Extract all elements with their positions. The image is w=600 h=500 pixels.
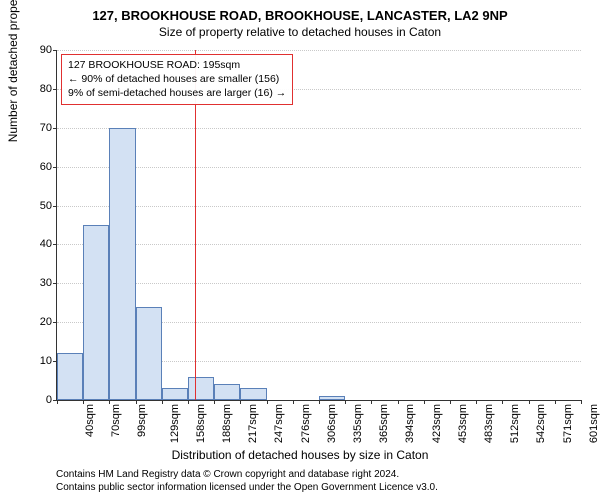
xtick-label: 512sqm — [509, 404, 521, 443]
xtick-mark — [267, 400, 268, 404]
ytick-mark — [53, 50, 57, 51]
footer-attribution: Contains HM Land Registry data © Crown c… — [56, 468, 438, 494]
ytick-mark — [53, 322, 57, 323]
gridline — [57, 167, 581, 168]
chart-subtitle: Size of property relative to detached ho… — [0, 23, 600, 39]
xtick-label: 483sqm — [483, 404, 495, 443]
histogram-bar — [136, 307, 162, 400]
ytick-mark — [53, 244, 57, 245]
xtick-mark — [162, 400, 163, 404]
histogram-bar — [214, 384, 240, 400]
xtick-label: 394sqm — [405, 404, 417, 443]
xtick-label: 158sqm — [195, 404, 207, 443]
histogram-bar — [240, 388, 266, 400]
annotation-line: 127 BROOKHOUSE ROAD: 195sqm — [68, 58, 286, 72]
plot-area: 127 BROOKHOUSE ROAD: 195sqm← 90% of deta… — [56, 50, 581, 401]
ytick-label: 60 — [22, 161, 52, 173]
xtick-mark — [319, 400, 320, 404]
x-axis-label: Distribution of detached houses by size … — [0, 448, 600, 462]
chart-title: 127, BROOKHOUSE ROAD, BROOKHOUSE, LANCAS… — [0, 0, 600, 23]
xtick-label: 335sqm — [352, 404, 364, 443]
xtick-label: 99sqm — [136, 404, 148, 437]
xtick-mark — [240, 400, 241, 404]
annotation-box: 127 BROOKHOUSE ROAD: 195sqm← 90% of deta… — [61, 54, 293, 105]
histogram-bar — [109, 128, 135, 400]
gridline — [57, 283, 581, 284]
ytick-mark — [53, 128, 57, 129]
xtick-label: 188sqm — [221, 404, 233, 443]
xtick-mark — [529, 400, 530, 404]
xtick-label: 453sqm — [457, 404, 469, 443]
xtick-mark — [555, 400, 556, 404]
ytick-label: 20 — [22, 316, 52, 328]
xtick-label: 276sqm — [300, 404, 312, 443]
footer-line-1: Contains HM Land Registry data © Crown c… — [56, 468, 438, 481]
xtick-mark — [345, 400, 346, 404]
xtick-mark — [424, 400, 425, 404]
ytick-label: 90 — [22, 44, 52, 56]
xtick-label: 365sqm — [378, 404, 390, 443]
xtick-label: 70sqm — [110, 404, 122, 437]
xtick-label: 129sqm — [169, 404, 181, 443]
xtick-mark — [398, 400, 399, 404]
y-axis-label: Number of detached properties — [6, 0, 20, 142]
ytick-label: 40 — [22, 238, 52, 250]
ytick-label: 30 — [22, 277, 52, 289]
xtick-label: 40sqm — [84, 404, 96, 437]
xtick-mark — [450, 400, 451, 404]
footer-line-2: Contains public sector information licen… — [56, 481, 438, 494]
xtick-mark — [581, 400, 582, 404]
ytick-mark — [53, 89, 57, 90]
xtick-mark — [502, 400, 503, 404]
histogram-bar — [319, 396, 345, 400]
xtick-mark — [57, 400, 58, 404]
xtick-label: 306sqm — [326, 404, 338, 443]
xtick-label: 423sqm — [431, 404, 443, 443]
ytick-mark — [53, 283, 57, 284]
gridline — [57, 128, 581, 129]
ytick-label: 80 — [22, 83, 52, 95]
ytick-label: 10 — [22, 355, 52, 367]
xtick-label: 601sqm — [588, 404, 600, 443]
annotation-line: ← 90% of detached houses are smaller (15… — [68, 72, 286, 86]
xtick-mark — [214, 400, 215, 404]
xtick-mark — [371, 400, 372, 404]
xtick-mark — [293, 400, 294, 404]
ytick-mark — [53, 206, 57, 207]
ytick-mark — [53, 167, 57, 168]
ytick-label: 70 — [22, 122, 52, 134]
xtick-label: 542sqm — [536, 404, 548, 443]
gridline — [57, 206, 581, 207]
histogram-bar — [162, 388, 188, 400]
histogram-bar — [57, 353, 83, 400]
xtick-mark — [476, 400, 477, 404]
xtick-label: 217sqm — [247, 404, 259, 443]
chart-container: 127, BROOKHOUSE ROAD, BROOKHOUSE, LANCAS… — [0, 0, 600, 500]
histogram-bar — [83, 225, 109, 400]
xtick-label: 247sqm — [274, 404, 286, 443]
ytick-label: 50 — [22, 200, 52, 212]
gridline — [57, 50, 581, 51]
xtick-label: 571sqm — [562, 404, 574, 443]
xtick-mark — [188, 400, 189, 404]
annotation-line: 9% of semi-detached houses are larger (1… — [68, 86, 286, 100]
histogram-bar — [188, 377, 214, 400]
ytick-label: 0 — [22, 394, 52, 406]
gridline — [57, 244, 581, 245]
